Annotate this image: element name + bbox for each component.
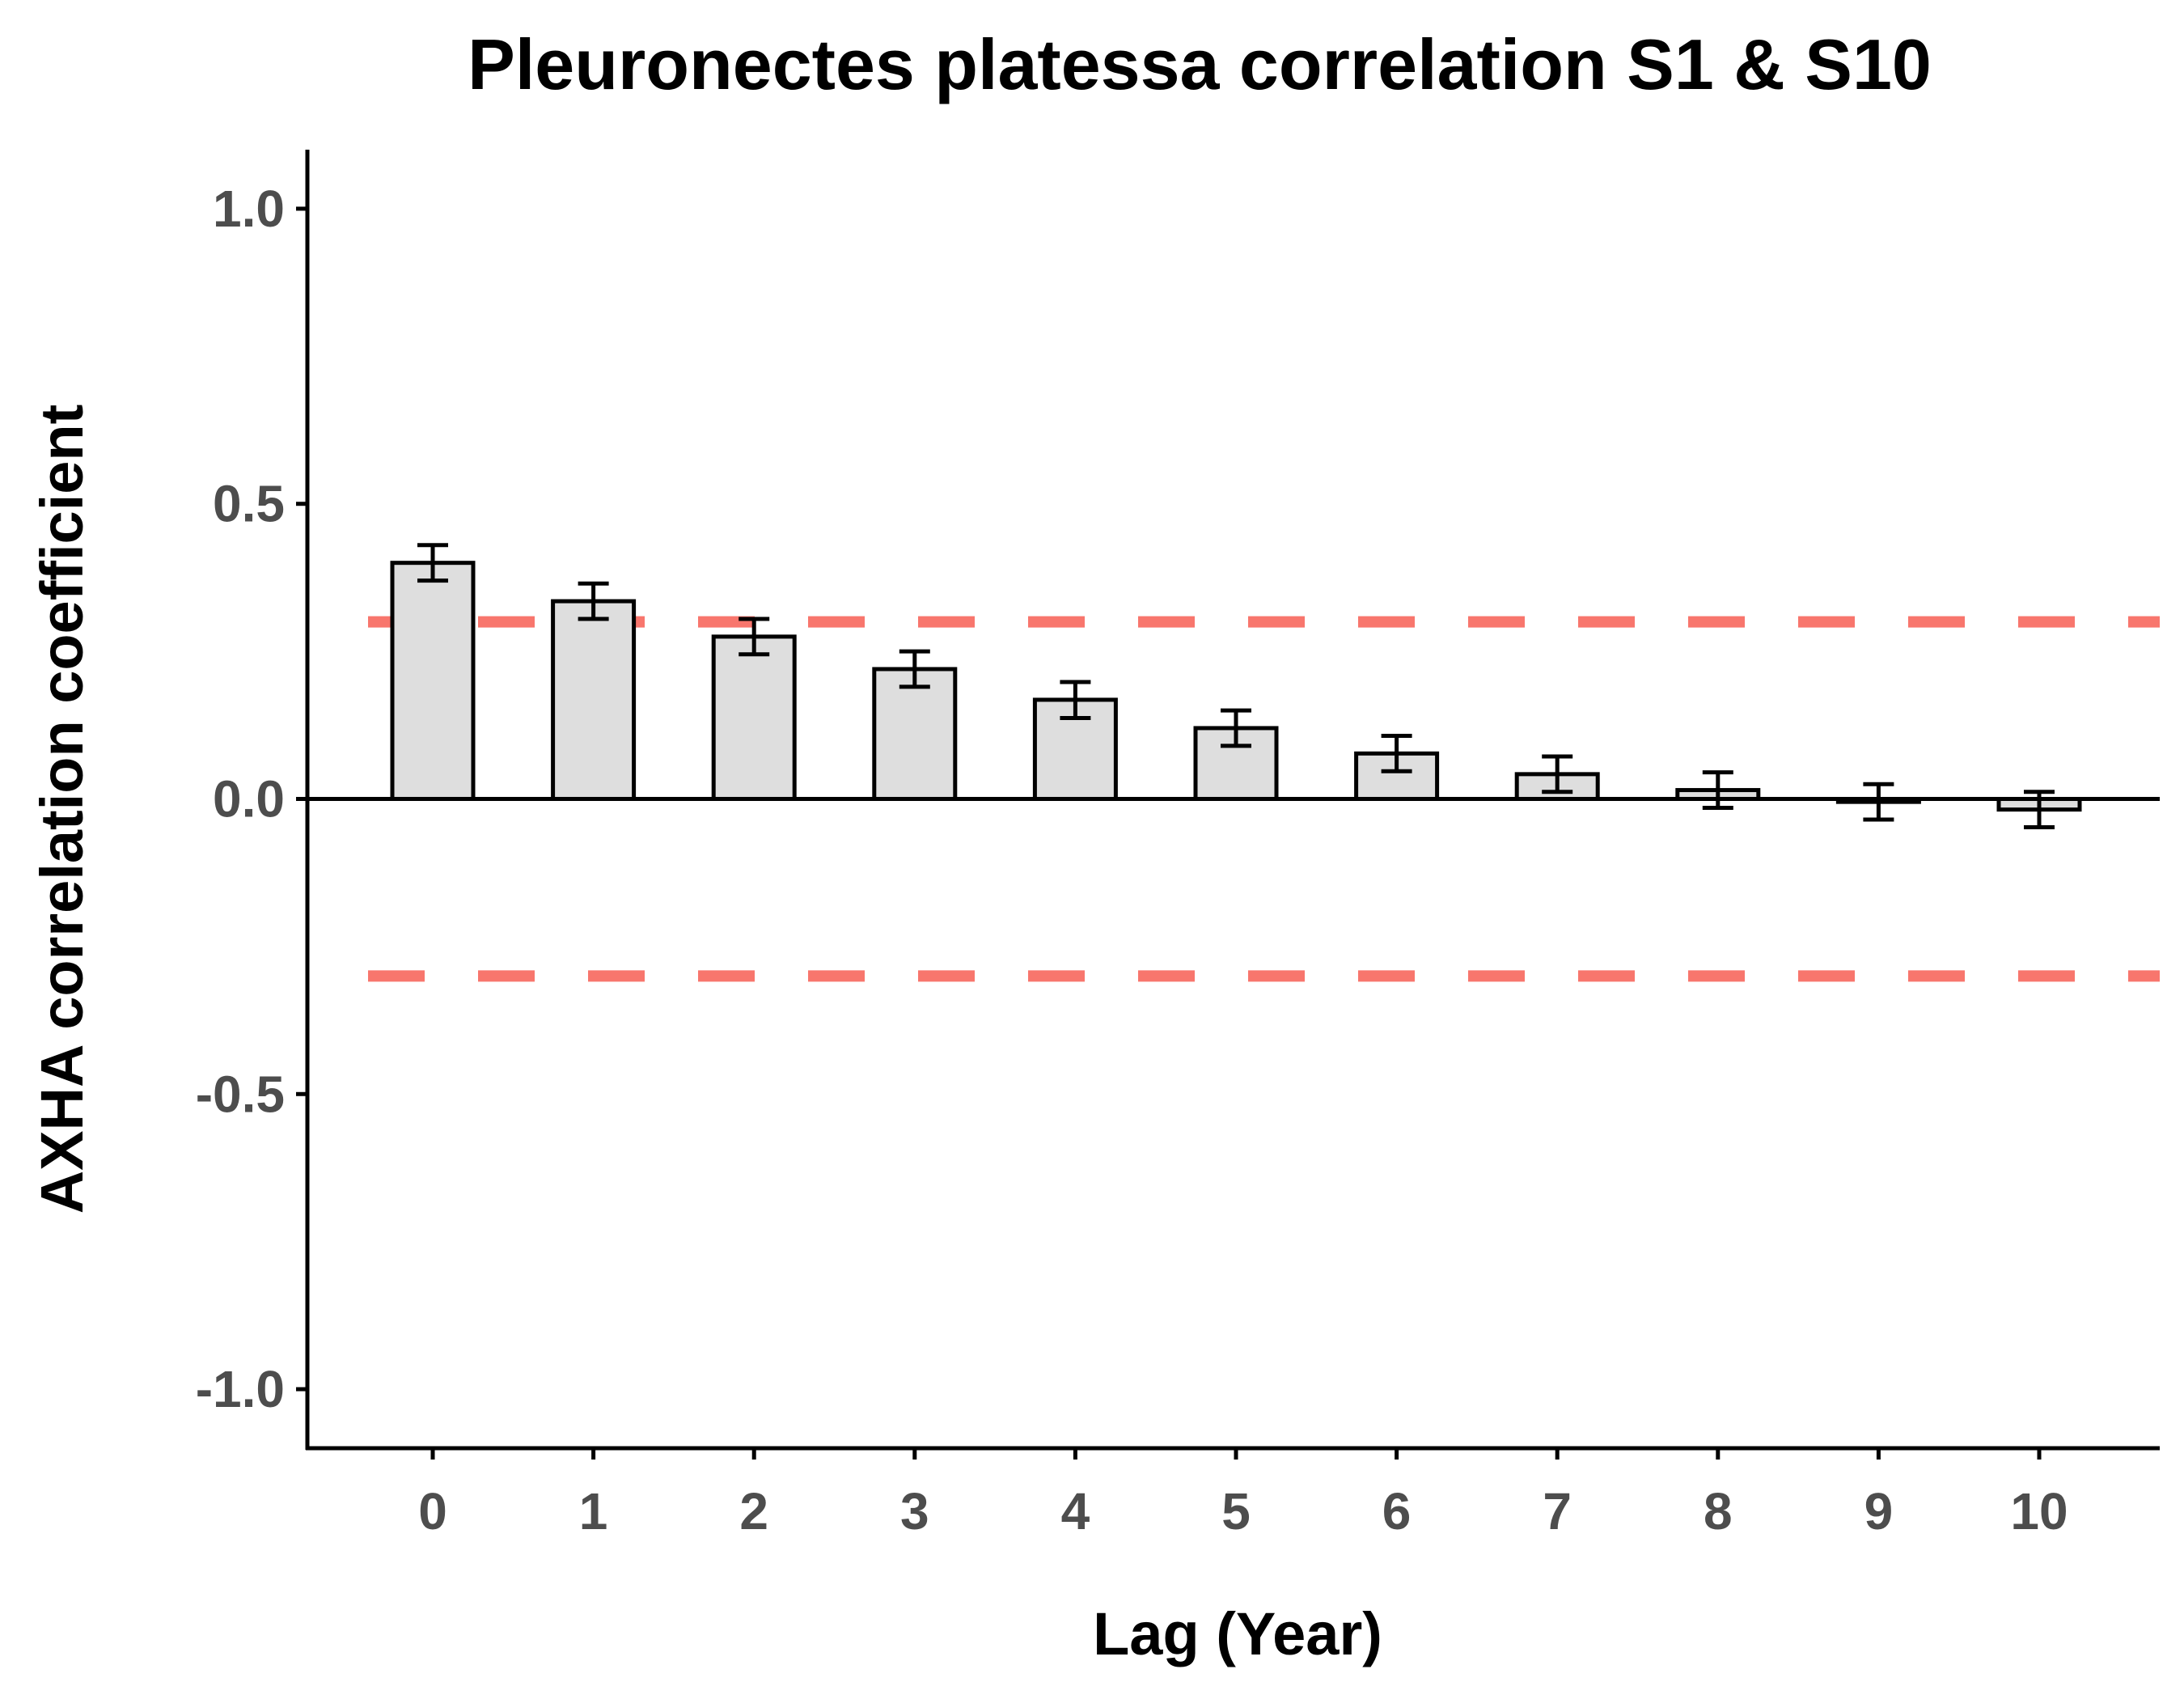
x-tick-label: 7 [1543,1482,1572,1540]
x-axis-title: Lag (Year) [1093,1600,1382,1667]
x-tick-label: 0 [418,1482,447,1540]
y-tick-label: 0.5 [213,475,285,533]
y-axis-title: AXHA correlation coefficient [28,405,95,1214]
x-tick-label: 4 [1061,1482,1090,1540]
x-tick-label: 1 [579,1482,608,1540]
y-tick-label: -0.5 [196,1065,285,1123]
x-tick-label: 6 [1382,1482,1412,1540]
y-tick-label: -1.0 [196,1360,285,1418]
x-tick-label: 2 [739,1482,768,1540]
x-tick-label: 8 [1704,1482,1733,1540]
bar-0 [390,561,476,801]
chart-title: Pleuronectes platessa correlation S1 & S… [468,24,1932,104]
x-tick-label: 9 [1864,1482,1894,1540]
plot-area: -1.0 -0.5 0.0 0.5 1.0 0 1 2 3 4 5 6 7 8 9 10 [196,150,2160,1540]
x-tick-label: 10 [2010,1482,2068,1540]
y-tick-label: 1.0 [213,180,285,238]
x-tick-label: 5 [1221,1482,1251,1540]
bar-2 [711,634,797,801]
y-tick-label: 0.0 [213,770,285,828]
x-tick-label: 3 [900,1482,929,1540]
bar-1 [551,599,637,802]
